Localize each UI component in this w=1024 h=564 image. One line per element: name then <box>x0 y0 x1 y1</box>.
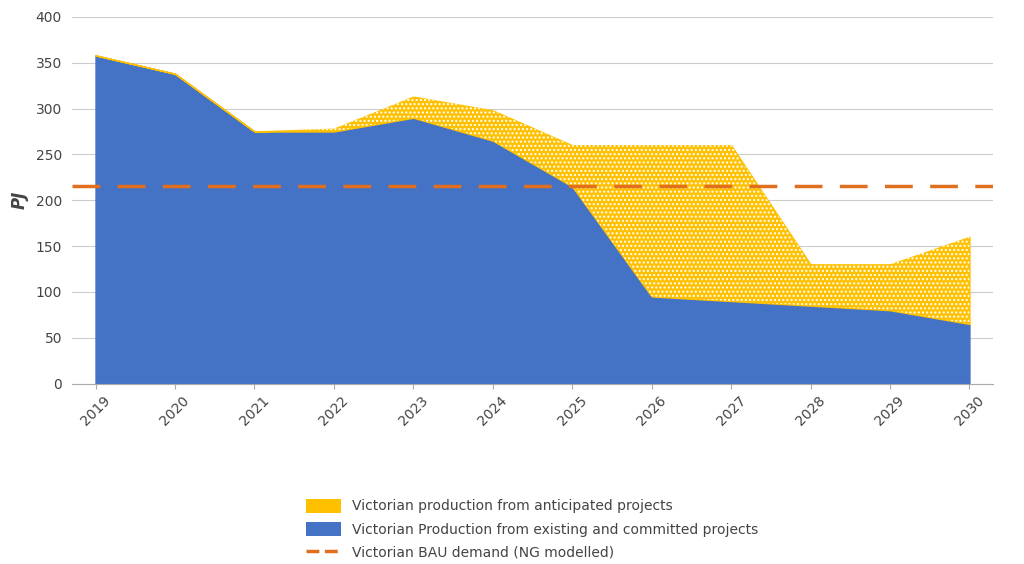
Y-axis label: PJ: PJ <box>10 191 29 209</box>
Legend: Victorian production from anticipated projects, Victorian Production from existi: Victorian production from anticipated pr… <box>301 493 764 564</box>
